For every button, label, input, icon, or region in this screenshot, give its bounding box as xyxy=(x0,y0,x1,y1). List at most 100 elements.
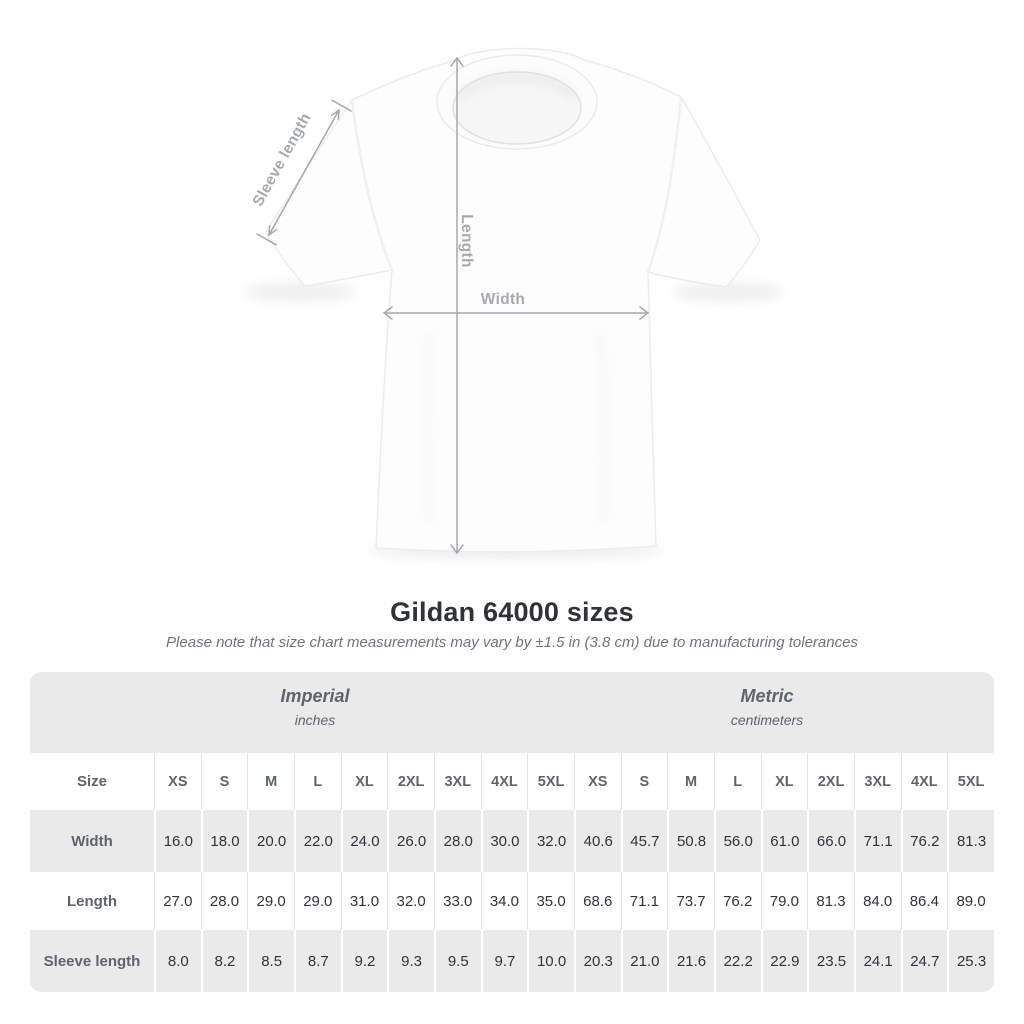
measurement-value: 81.3 xyxy=(947,810,994,872)
measurement-value: 21.6 xyxy=(667,930,714,992)
size-header-imperial-2xl: 2XL xyxy=(387,753,434,810)
measurement-value: 56.0 xyxy=(713,810,761,872)
measurement-value: 8.0 xyxy=(154,930,201,992)
width-arrow xyxy=(382,306,650,320)
measurement-value: 8.7 xyxy=(293,930,341,992)
measurement-row: Width 16.0 18.0 20.0 22.0 24.0 26.0 28.0 30.0 32.… xyxy=(30,810,994,872)
imperial-unit: inches xyxy=(294,712,336,728)
row-label: Sleeve length xyxy=(30,930,154,992)
measurement-value: 9.2 xyxy=(340,930,388,992)
measurement-value: 29.0 xyxy=(247,872,294,930)
measurement-value: 84.0 xyxy=(853,872,901,930)
measurement-value: 81.3 xyxy=(807,872,854,930)
measurement-value: 71.1 xyxy=(853,810,901,872)
measurement-value: 33.0 xyxy=(433,872,481,930)
size-header-metric-xs: XS xyxy=(573,753,621,810)
measurement-value: 8.2 xyxy=(200,930,248,992)
measurement-value: 31.0 xyxy=(340,872,388,930)
measurement-value: 73.7 xyxy=(667,872,714,930)
measurement-value: 71.1 xyxy=(620,872,668,930)
measurement-value: 28.0 xyxy=(200,872,248,930)
size-header-imperial-5xl: 5XL xyxy=(527,753,574,810)
measurement-value: 24.1 xyxy=(853,930,901,992)
measurement-value: 30.0 xyxy=(480,810,528,872)
row-label: Length xyxy=(30,872,154,930)
measurement-value: 86.4 xyxy=(900,872,948,930)
metric-unit: centimeters xyxy=(730,712,804,728)
width-label: Width xyxy=(481,291,525,308)
sizes-header-row: Size XS S M L XL 2XL 3XL 4XL 5XL XS S M L XL 2XL 3XL 4XL… xyxy=(30,753,994,810)
size-header-metric-5xl: 5XL xyxy=(947,753,994,810)
length-label: Length xyxy=(458,214,475,267)
size-header-metric-xl: XL xyxy=(760,753,808,810)
measurement-value: 28.0 xyxy=(433,810,481,872)
measurement-value: 45.7 xyxy=(620,810,668,872)
tshirt-measurement-diagram: Sleeve length Length Width xyxy=(245,47,783,560)
measurement-value: 22.9 xyxy=(760,930,808,992)
sleeve-length-arrow xyxy=(256,99,352,246)
measurement-value: 8.5 xyxy=(247,930,294,992)
size-header-imperial-3xl: 3XL xyxy=(433,753,481,810)
size-header-imperial-s: S xyxy=(200,753,248,810)
collar-opening xyxy=(452,71,582,145)
size-header-imperial-m: M xyxy=(247,753,294,810)
measurement-value: 32.0 xyxy=(387,872,434,930)
measurement-value: 18.0 xyxy=(200,810,248,872)
measurement-value: 76.2 xyxy=(713,872,761,930)
size-column-header: Size xyxy=(30,753,154,810)
measurement-value: 16.0 xyxy=(154,810,201,872)
units-band: Imperial inches Metric centimeters xyxy=(30,672,994,753)
measurement-value: 10.0 xyxy=(527,930,574,992)
row-label: Width xyxy=(30,810,154,872)
measurement-value: 22.2 xyxy=(713,930,761,992)
page-title: Gildan 64000 sizes xyxy=(390,597,634,627)
measurement-value: 24.0 xyxy=(340,810,388,872)
size-header-metric-s: S xyxy=(620,753,668,810)
metric-label: Metric xyxy=(740,686,794,706)
measurement-value: 21.0 xyxy=(620,930,668,992)
measurement-value: 26.0 xyxy=(387,810,434,872)
measurement-value: 20.0 xyxy=(247,810,294,872)
measurement-value: 61.0 xyxy=(760,810,808,872)
measurement-value: 34.0 xyxy=(480,872,528,930)
metric-section-header: Metric centimeters xyxy=(731,686,803,728)
imperial-section-header: Imperial inches xyxy=(280,686,349,728)
measurement-value: 23.5 xyxy=(807,930,854,992)
measurement-value: 9.7 xyxy=(480,930,528,992)
size-header-imperial-l: L xyxy=(293,753,341,810)
measurement-value: 68.6 xyxy=(573,872,621,930)
size-header-metric-l: L xyxy=(713,753,761,810)
measurement-value: 35.0 xyxy=(527,872,574,930)
measurement-value: 79.0 xyxy=(760,872,808,930)
measurement-value: 25.3 xyxy=(947,930,994,992)
size-header-imperial-4xl: 4XL xyxy=(480,753,528,810)
measurement-row: Length 27.0 28.0 29.0 29.0 31.0 32.0 33.0 34.0 35… xyxy=(30,872,994,930)
size-header-metric-3xl: 3XL xyxy=(853,753,901,810)
measurement-value: 9.3 xyxy=(387,930,434,992)
size-header-imperial-xl: XL xyxy=(340,753,388,810)
size-chart: Imperial inches Metric centimeters Size … xyxy=(30,672,994,992)
size-header-metric-2xl: 2XL xyxy=(807,753,854,810)
length-arrow xyxy=(450,56,464,555)
tolerance-note: Please note that size chart measurements… xyxy=(166,634,858,651)
tshirt-graphic xyxy=(265,47,761,553)
measurement-value: 24.7 xyxy=(900,930,948,992)
size-header-metric-4xl: 4XL xyxy=(900,753,948,810)
measurement-arrows xyxy=(256,56,650,555)
measurement-value: 27.0 xyxy=(154,872,201,930)
size-header-metric-m: M xyxy=(667,753,714,810)
measurement-value: 20.3 xyxy=(573,930,621,992)
size-chart-table: Size XS S M L XL 2XL 3XL 4XL 5XL XS S M L XL 2XL 3XL 4XL… xyxy=(30,753,994,992)
measurement-value: 32.0 xyxy=(527,810,574,872)
measurement-value: 76.2 xyxy=(900,810,948,872)
measurement-value: 66.0 xyxy=(807,810,854,872)
measurement-value: 50.8 xyxy=(667,810,714,872)
measurement-value: 40.6 xyxy=(573,810,621,872)
measurement-value: 9.5 xyxy=(433,930,481,992)
imperial-label: Imperial xyxy=(280,686,350,706)
measurement-row: Sleeve length 8.0 8.2 8.5 8.7 9.2 9.3 9.5 9.7 10.… xyxy=(30,930,994,992)
measurement-value: 22.0 xyxy=(293,810,341,872)
size-header-imperial-xs: XS xyxy=(154,753,201,810)
measurement-value: 89.0 xyxy=(947,872,994,930)
measurement-value: 29.0 xyxy=(293,872,341,930)
